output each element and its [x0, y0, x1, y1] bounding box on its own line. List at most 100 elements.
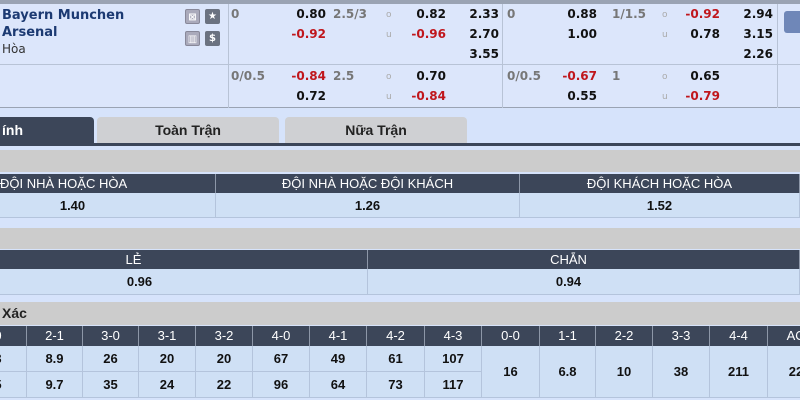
odds-value[interactable]: 3.55 — [469, 47, 499, 61]
score-odds[interactable]: 5 — [0, 372, 27, 398]
score-odds[interactable]: 67 — [253, 346, 310, 372]
tab-underline — [0, 143, 800, 146]
score-odds[interactable]: 211 — [710, 346, 768, 398]
over-label: o — [662, 72, 668, 82]
score-header: 3-0 — [83, 326, 139, 346]
odds-value[interactable]: 0.88 — [567, 7, 597, 21]
odds-value[interactable]: 0.55 — [567, 89, 597, 103]
score-header: 0-0 — [482, 326, 540, 346]
tab-main[interactable]: ính — [0, 117, 94, 143]
dc-header-home-away: ĐỘI NHÀ HOẶC ĐỘI KHÁCH — [216, 174, 520, 193]
score-header: 4-2 — [367, 326, 425, 346]
score-odds[interactable]: 73 — [367, 372, 425, 398]
score-odds[interactable]: 35 — [83, 372, 139, 398]
score-odds[interactable]: 26 — [83, 346, 139, 372]
odds-value[interactable]: 2.26 — [743, 47, 773, 61]
odds-value[interactable]: -0.79 — [685, 89, 720, 103]
score-header: 4-4 — [710, 326, 768, 346]
dc-value[interactable]: 1.52 — [520, 193, 800, 218]
draw-label: Hòa — [2, 42, 26, 56]
dc-value[interactable]: 1.40 — [0, 193, 216, 218]
section-bar — [0, 302, 800, 325]
cross-grid-icon[interactable]: ⊠ — [185, 9, 200, 24]
under-label: u — [662, 92, 668, 102]
odds-value[interactable]: 2.94 — [743, 7, 773, 21]
score-header: 0 — [0, 326, 27, 346]
ou-line: 2.5 — [333, 69, 355, 83]
score-odds[interactable]: 8.9 — [27, 346, 83, 372]
odds-value[interactable]: -0.96 — [411, 27, 446, 41]
odds-value[interactable]: -0.92 — [291, 27, 326, 41]
odds-value[interactable]: -0.92 — [685, 7, 720, 21]
dc-header-home-draw: ĐỘI NHÀ HOẶC HÒA — [0, 174, 216, 193]
ou-line: 1/1.5 — [612, 7, 646, 21]
section-bar — [0, 150, 800, 172]
star-icon[interactable]: ★ — [205, 9, 220, 24]
score-header: 2-2 — [596, 326, 653, 346]
ou-line: 1 — [612, 69, 621, 83]
odd-header: LẺ — [0, 250, 368, 269]
score-odds[interactable]: 22 — [768, 346, 800, 398]
score-odds[interactable]: 10 — [596, 346, 653, 398]
handicap: 0/0.5 — [231, 69, 265, 83]
odds-value[interactable]: -0.84 — [291, 69, 326, 83]
over-label: o — [662, 10, 668, 20]
score-odds[interactable]: 20 — [139, 346, 196, 372]
score-header: 3-2 — [196, 326, 253, 346]
tab-half-match[interactable]: Nữa Trận — [285, 117, 467, 143]
under-label: u — [386, 92, 392, 102]
score-header: 4-0 — [253, 326, 310, 346]
score-odds[interactable]: 22 — [196, 372, 253, 398]
score-odds[interactable]: 16 — [482, 346, 540, 398]
section-bar — [0, 228, 800, 249]
score-odds[interactable]: 117 — [425, 372, 482, 398]
odds-value[interactable]: 0.78 — [690, 27, 720, 41]
odds-value[interactable]: -0.84 — [411, 89, 446, 103]
score-odds[interactable]: 38 — [653, 346, 710, 398]
odds-value[interactable]: 0.72 — [296, 89, 326, 103]
handicap: 0/0.5 — [507, 69, 541, 83]
score-header: 3-1 — [139, 326, 196, 346]
score-odds[interactable]: 3 — [0, 346, 27, 372]
over-label: o — [386, 10, 392, 20]
dc-value[interactable]: 1.26 — [216, 193, 520, 218]
score-odds[interactable]: 107 — [425, 346, 482, 372]
under-label: u — [662, 30, 668, 40]
score-odds[interactable]: 61 — [367, 346, 425, 372]
handicap: 0 — [507, 7, 516, 21]
score-odds[interactable]: 49 — [310, 346, 367, 372]
dollar-icon[interactable]: $ — [205, 31, 220, 46]
score-header: 4-3 — [425, 326, 482, 346]
score-odds[interactable]: 6.8 — [540, 346, 596, 398]
score-odds[interactable]: 64 — [310, 372, 367, 398]
odds-value[interactable]: 2.33 — [469, 7, 499, 21]
score-odds[interactable]: 96 — [253, 372, 310, 398]
odds-value[interactable]: 0.65 — [690, 69, 720, 83]
home-team[interactable]: Bayern Munchen — [2, 8, 125, 23]
odds-value[interactable]: 2.70 — [469, 27, 499, 41]
odds-value[interactable]: -0.67 — [562, 69, 597, 83]
odds-value[interactable]: 1.00 — [567, 27, 597, 41]
score-header: 1-1 — [540, 326, 596, 346]
over-label: o — [386, 72, 392, 82]
tab-full-match[interactable]: Toàn Trận — [97, 117, 279, 143]
odds-value[interactable]: 0.70 — [416, 69, 446, 83]
even-value[interactable]: 0.94 — [368, 269, 800, 295]
even-header: CHẴN — [368, 250, 800, 269]
score-odds[interactable]: 24 — [139, 372, 196, 398]
correct-score-title: Xác — [2, 305, 27, 321]
score-odds[interactable]: 9.7 — [27, 372, 83, 398]
odd-value[interactable]: 0.96 — [0, 269, 368, 295]
bar-chart-icon[interactable]: ▥ — [185, 31, 200, 46]
odds-value[interactable]: 3.15 — [743, 27, 773, 41]
score-header: AO — [768, 326, 800, 346]
score-odds[interactable]: 20 — [196, 346, 253, 372]
odds-value[interactable]: 0.80 — [296, 7, 326, 21]
score-header: 3-3 — [653, 326, 710, 346]
dc-header-away-draw: ĐỘI KHÁCH HOẶC HÒA — [520, 174, 800, 193]
odds-value[interactable]: 0.82 — [416, 7, 446, 21]
handicap: 0 — [231, 7, 240, 21]
collapse-button[interactable] — [784, 11, 800, 33]
away-team[interactable]: Arsenal — [2, 25, 58, 40]
under-label: u — [386, 30, 392, 40]
